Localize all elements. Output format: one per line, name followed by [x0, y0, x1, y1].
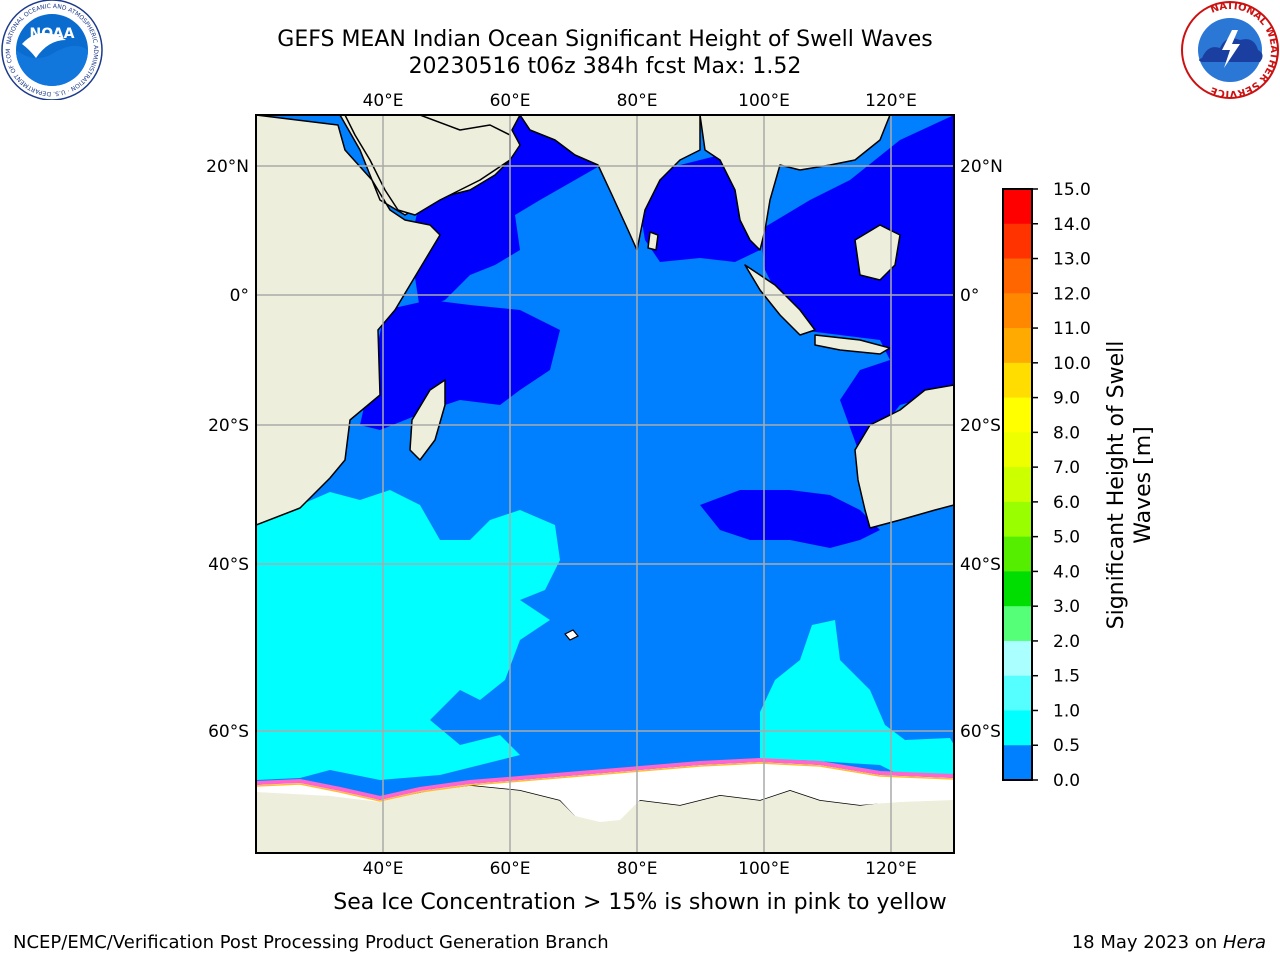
colorbar-band [1003, 675, 1032, 711]
colorbar-tick-label: 5.0 [1053, 528, 1080, 548]
kerguelen-island [564, 629, 579, 641]
sea-ice-region [256, 762, 954, 822]
lat-label-right: 20°N [960, 157, 1003, 177]
lon-label-top: 100°E [738, 91, 790, 111]
swell-band-0-0.5-australia-west [700, 490, 880, 548]
colorbar-tick-label: 1.5 [1053, 667, 1080, 687]
lat-label-left: 20°N [206, 157, 249, 177]
colorbar-band [1003, 328, 1032, 364]
noaa-logo: NATIONAL OCEANIC AND ATMOSPHERIC ADMINIS… [0, 0, 103, 100]
colorbar-band [1003, 710, 1032, 746]
sri-lanka-land [647, 231, 659, 251]
footer-credit: NCEP/EMC/Verification Post Processing Pr… [13, 932, 609, 953]
map-panel [256, 115, 954, 853]
footer-date-text: 18 May 2023 on [1071, 932, 1223, 953]
colorbar-tick-label: 11.0 [1053, 319, 1091, 339]
footer-date: 18 May 2023 on Hera [1072, 932, 1266, 953]
colorbar: 15.0 14.0 13.0 12.0 11.0 10.0 9.0 8.0 7.0 6.0 5.0 4… [1002, 180, 1091, 791]
lat-label-left: 20°S [208, 416, 249, 436]
arabia-land [344, 115, 511, 216]
colorbar-label-line1: Significant Height of Swell [1104, 341, 1129, 630]
chart-subtitle: 20230516 t06z 384h fcst Max: 1.52 [408, 54, 802, 79]
colorbar-band [1003, 362, 1032, 399]
colorbar-band [1003, 293, 1032, 329]
lon-label-bottom: 40°E [363, 859, 404, 879]
colorbar-band [1003, 397, 1032, 433]
sea-ice-caption: Sea Ice Concentration > 15% is shown in … [333, 890, 947, 915]
colorbar-band [1003, 258, 1032, 294]
colorbar-tick-label: 7.0 [1053, 458, 1080, 478]
colorbar-tick-label: 6.0 [1053, 493, 1080, 513]
colorbar-tick-label: 0.0 [1053, 771, 1080, 791]
colorbar-band [1003, 432, 1032, 468]
lon-label-bottom: 60°E [490, 859, 531, 879]
africa-land [256, 115, 521, 526]
lon-label-top: 80°E [617, 91, 658, 111]
australia-land [854, 384, 954, 529]
colorbar-band [1003, 571, 1032, 607]
lon-labels-bottom: 40°E 60°E 80°E 100°E 120°E [363, 859, 917, 879]
borneo-land [854, 224, 901, 281]
lat-labels-left: 20°N 0° 20°S 40°S 60°S [206, 157, 249, 742]
colorbar-band [1003, 536, 1032, 572]
swell-band-1.0-1.5-se [760, 620, 954, 775]
sea-ice-edge [256, 757, 954, 801]
sea-ice-yellow [256, 762, 954, 802]
lon-label-top: 60°E [490, 91, 531, 111]
lon-label-bottom: 100°E [738, 859, 790, 879]
colorbar-band [1003, 501, 1032, 538]
swell-band-1.0-1.5-sw [256, 490, 560, 780]
colorbar-tick-label: 14.0 [1053, 215, 1091, 235]
lon-label-top: 40°E [363, 91, 404, 111]
colorbar-band [1003, 745, 1032, 781]
java-land [814, 334, 891, 355]
lon-label-top: 120°E [865, 91, 917, 111]
colorbar-frame [1002, 188, 1033, 781]
colorbar-tick-label: 9.0 [1053, 389, 1080, 409]
lat-label-right: 40°S [960, 555, 1001, 575]
lon-labels-top: 40°E 60°E 80°E 100°E 120°E [363, 91, 917, 111]
lon-label-bottom: 80°E [617, 859, 658, 879]
swell-band-0-0.5-indonesia [760, 115, 954, 455]
colorbar-band [1003, 223, 1032, 260]
colorbar-tick-label: 4.0 [1053, 562, 1080, 582]
colorbar-tick-label: 2.0 [1053, 632, 1080, 652]
chart-title: GEFS MEAN Indian Ocean Significant Heigh… [277, 27, 933, 52]
colorbar-tick-label: 0.5 [1053, 736, 1080, 756]
colorbar-tick-label: 8.0 [1053, 423, 1080, 443]
colorbar-band [1003, 467, 1032, 503]
graticule [256, 115, 954, 853]
southeast-asia-land [699, 115, 891, 251]
lat-label-left: 60°S [208, 722, 249, 742]
colorbar-tick-label: 10.0 [1053, 354, 1091, 374]
noaa-wordmark: NOAA [30, 26, 75, 42]
colorbar-band [1003, 606, 1032, 642]
lat-label-right: 60°S [960, 722, 1001, 742]
colorbar-tick-label: 1.0 [1053, 701, 1080, 721]
land [256, 115, 954, 853]
lon-label-bottom: 120°E [865, 859, 917, 879]
lat-label-right: 0° [960, 286, 979, 306]
india-land [519, 115, 701, 251]
lat-label-left: 0° [230, 286, 249, 306]
colorbar-tick-label: 15.0 [1053, 180, 1091, 200]
footer-machine: Hera [1222, 932, 1266, 953]
colorbar-tick-label: 3.0 [1053, 597, 1080, 617]
lat-label-right: 20°S [960, 416, 1001, 436]
colorbar-label-line2: Waves [m] [1131, 426, 1156, 543]
colorbar-tick-label: 13.0 [1053, 250, 1091, 270]
swell-band-0-0.5-bay-of-bengal [640, 155, 760, 262]
map-frame [255, 114, 955, 854]
lat-labels-right: 20°N 0° 20°S 40°S 60°S [960, 157, 1003, 742]
lat-label-left: 40°S [208, 555, 249, 575]
colorbar-tick-label: 12.0 [1053, 284, 1091, 304]
colorbar-band [1003, 189, 1032, 225]
colorbar-band [1003, 640, 1032, 677]
nws-logo: NATIONAL WEATHER SERVICE [1181, 1, 1279, 99]
